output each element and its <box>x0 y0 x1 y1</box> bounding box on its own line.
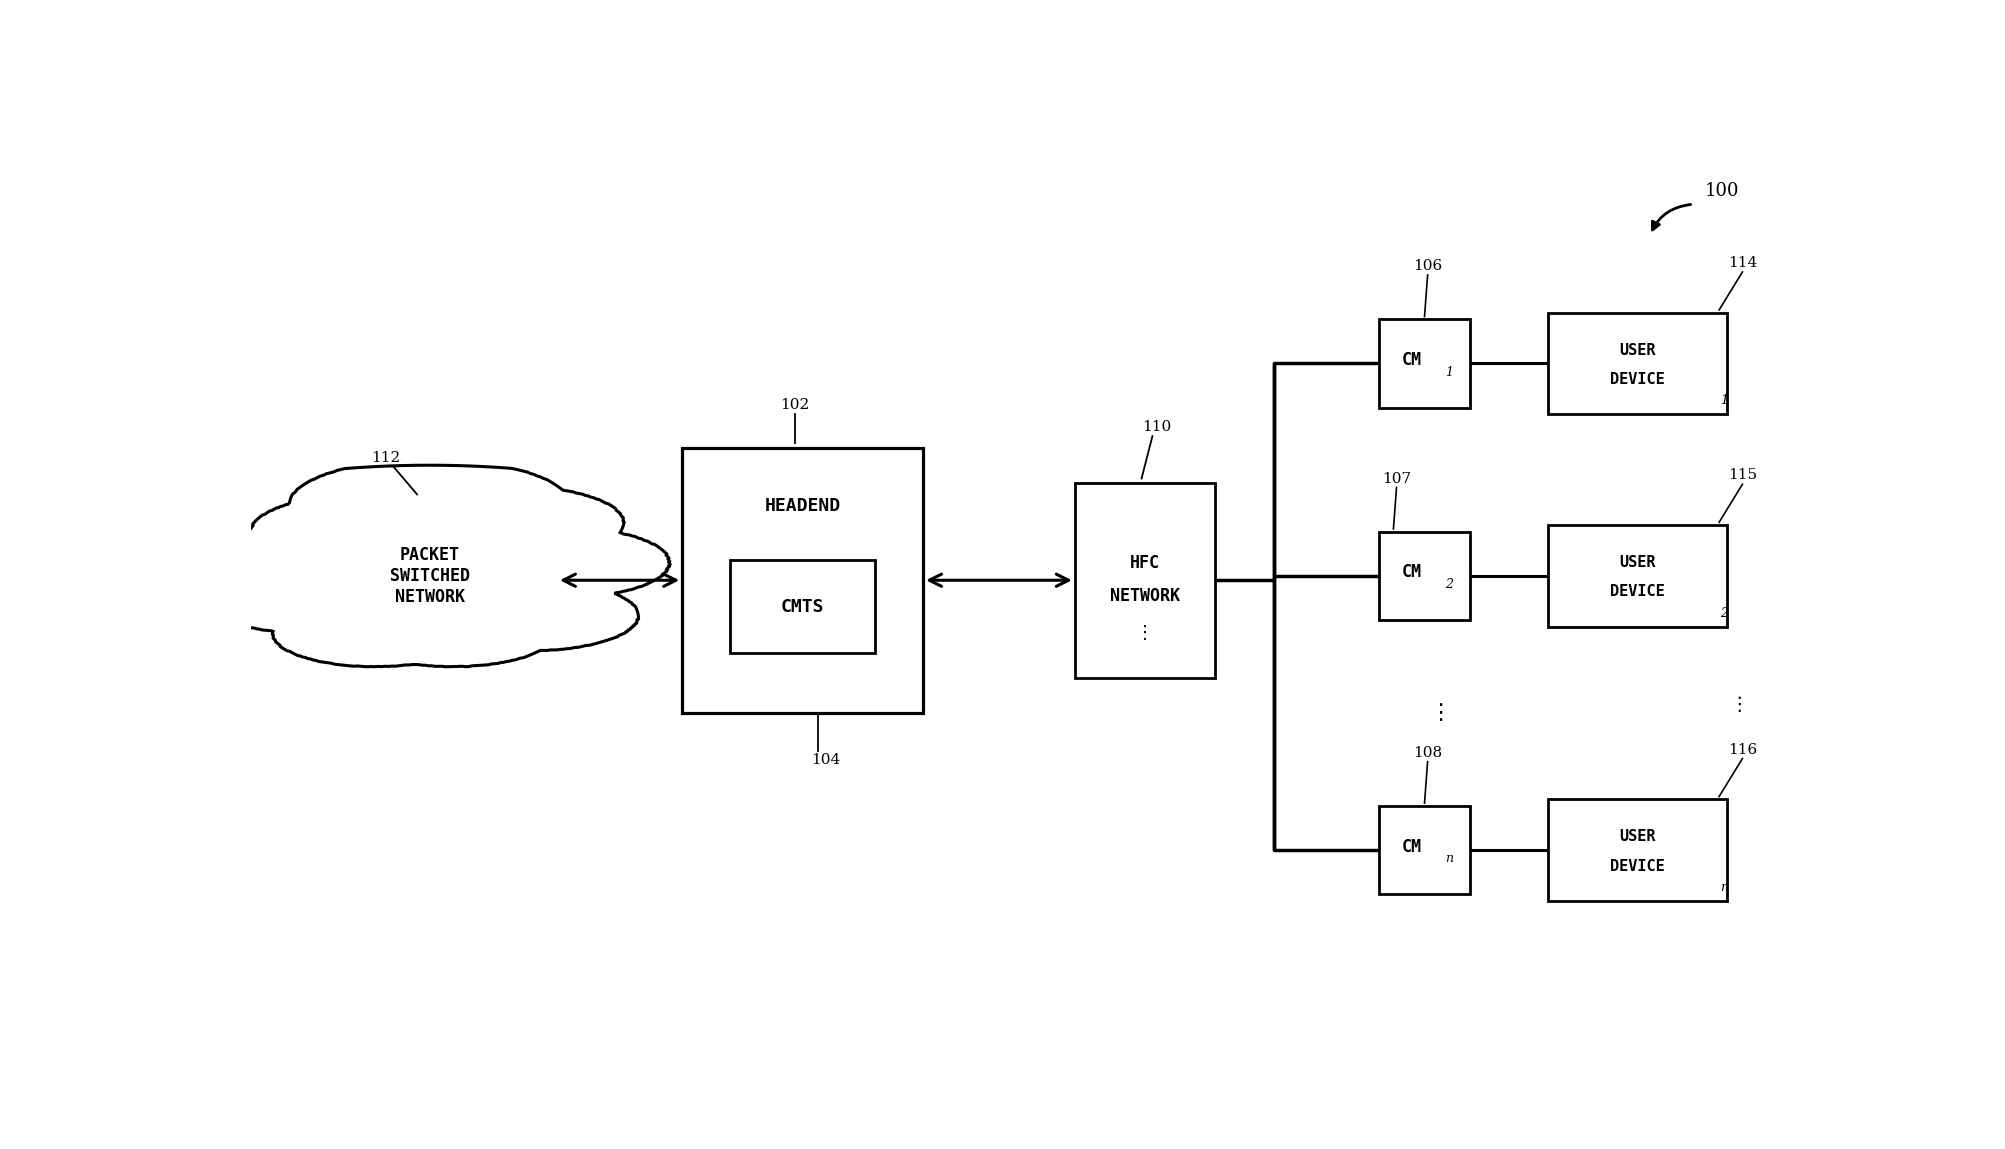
Text: USER: USER <box>1618 342 1654 357</box>
Text: CM: CM <box>1401 563 1422 581</box>
Text: 116: 116 <box>1726 742 1756 757</box>
Text: USER: USER <box>1618 830 1654 845</box>
Text: 100: 100 <box>1704 182 1738 200</box>
Text: 1: 1 <box>1718 394 1726 407</box>
Text: n: n <box>1718 881 1726 894</box>
Polygon shape <box>200 465 670 666</box>
Text: CM: CM <box>1401 838 1422 856</box>
Bar <box>1075 483 1215 678</box>
Bar <box>1548 525 1726 626</box>
Text: 114: 114 <box>1726 256 1756 270</box>
Text: USER: USER <box>1618 555 1654 570</box>
Text: 1: 1 <box>1446 365 1454 379</box>
Text: PACKET
SWITCHED
NETWORK: PACKET SWITCHED NETWORK <box>389 546 469 606</box>
Text: NETWORK: NETWORK <box>1109 587 1179 606</box>
Bar <box>1548 313 1726 415</box>
Bar <box>1379 532 1470 620</box>
Text: 2: 2 <box>1446 578 1454 592</box>
Text: 108: 108 <box>1412 746 1442 759</box>
Text: DEVICE: DEVICE <box>1610 858 1664 873</box>
Bar <box>1379 805 1470 894</box>
Text: HEADEND: HEADEND <box>764 496 840 515</box>
Text: ⋮: ⋮ <box>1135 624 1153 642</box>
Bar <box>682 448 922 712</box>
Text: CM: CM <box>1401 350 1422 369</box>
Text: 104: 104 <box>810 753 840 766</box>
Text: DEVICE: DEVICE <box>1610 372 1664 387</box>
Text: 102: 102 <box>780 399 810 412</box>
Bar <box>730 561 874 654</box>
Text: 115: 115 <box>1726 469 1756 483</box>
Text: ⋮: ⋮ <box>1428 703 1450 723</box>
Text: 106: 106 <box>1412 260 1442 273</box>
Text: n: n <box>1446 853 1454 865</box>
Text: HFC: HFC <box>1129 554 1159 571</box>
Text: 110: 110 <box>1143 421 1171 434</box>
Text: 2: 2 <box>1718 607 1726 619</box>
Text: ⋮: ⋮ <box>1728 695 1748 714</box>
Text: CMTS: CMTS <box>780 597 824 616</box>
Bar <box>1548 800 1726 901</box>
Text: DEVICE: DEVICE <box>1610 584 1664 600</box>
Text: 107: 107 <box>1381 471 1410 486</box>
Text: 112: 112 <box>371 452 401 465</box>
Bar <box>1379 319 1470 408</box>
